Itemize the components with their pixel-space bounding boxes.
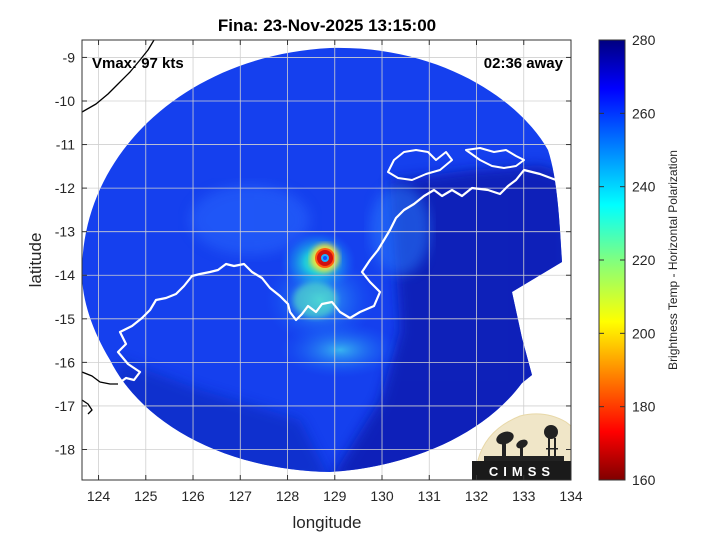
lat-tick-label: -13: [55, 224, 75, 240]
map-axes-frame: [81, 39, 572, 481]
logo-text: CIMSS: [489, 464, 555, 479]
lon-tick-label: 131: [418, 488, 442, 504]
lon-tick-label: 127: [229, 488, 253, 504]
microwave-swath: [82, 47, 562, 472]
lon-tick-label: 130: [370, 488, 394, 504]
lon-tick-label: 132: [465, 488, 489, 504]
lat-tick-label: -16: [55, 354, 75, 370]
figure-title: Fina: 23-Nov-2025 13:15:00: [218, 16, 436, 35]
colorbar-tick-label: 180: [632, 399, 656, 415]
lat-tick-label: -10: [55, 93, 75, 109]
lon-tick-label: 129: [323, 488, 347, 504]
coastline-swath: [116, 168, 571, 385]
colorbar-ticks: 160 180 200 220 240 260 280: [599, 32, 656, 488]
lon-tick-label: 133: [512, 488, 536, 504]
colorbar-tick-label: 280: [632, 32, 656, 48]
longitude-ticks: 124 125 126 127 128 129 130 131 132 133 134: [87, 40, 583, 504]
vmax-label: Vmax: 97 kts: [92, 55, 184, 72]
lon-tick-label: 125: [134, 488, 158, 504]
colorbar-tick-label: 200: [632, 325, 656, 341]
cimss-logo: CIMSS: [472, 413, 572, 481]
colorbar-tick-label: 220: [632, 252, 656, 268]
colorbar-tick-label: 160: [632, 472, 656, 488]
colorbar: 160 180 200 220 240 260 280 Brightness Temp - …: [598, 32, 680, 488]
latitude-ticks: -9 -10 -11 -12 -13 -14 -15 -16 -17 -18: [55, 49, 571, 458]
lat-tick-label: -15: [55, 311, 75, 327]
colorbar-tick-label: 260: [632, 105, 656, 121]
x-axis-label: longitude: [292, 513, 361, 532]
lat-tick-label: -18: [55, 442, 75, 458]
lat-tick-label: -14: [55, 267, 75, 283]
colorbar-tick-label: 240: [632, 179, 656, 195]
time-away-label: 02:36 away: [484, 55, 564, 72]
lat-tick-label: -11: [56, 137, 75, 153]
lon-tick-label: 128: [276, 488, 300, 504]
y-axis-label: latitude: [26, 233, 45, 288]
colorbar-label: Brightness Temp - Horizontal Polarizatio…: [666, 150, 680, 370]
lon-tick-label: 134: [559, 488, 583, 504]
lon-tick-label: 126: [181, 488, 205, 504]
coastline-outer-south: [82, 371, 118, 415]
coastline-islands: [387, 147, 525, 181]
coastline-outer-north: [82, 40, 155, 113]
coastlines: [82, 40, 571, 415]
lat-tick-label: -17: [55, 398, 75, 414]
map-grid: [82, 40, 571, 480]
lon-tick-label: 124: [87, 488, 111, 504]
lat-tick-label: -12: [55, 180, 75, 196]
lat-tick-label: -9: [63, 49, 76, 65]
